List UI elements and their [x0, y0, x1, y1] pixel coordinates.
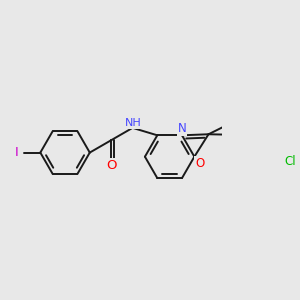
Text: NH: NH — [125, 118, 142, 128]
Text: N: N — [178, 122, 186, 135]
Text: O: O — [106, 159, 117, 172]
Text: Cl: Cl — [284, 154, 296, 167]
Text: O: O — [195, 158, 204, 170]
Text: I: I — [15, 146, 19, 159]
